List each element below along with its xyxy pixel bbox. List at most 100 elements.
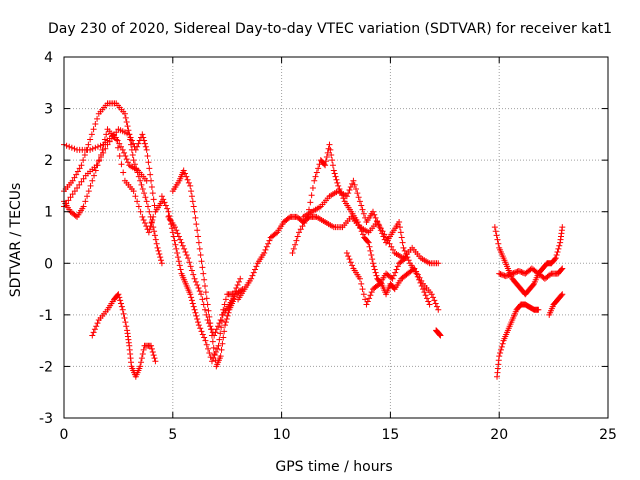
data-point — [134, 198, 141, 205]
data-point — [496, 270, 503, 277]
data-point — [187, 291, 194, 298]
data-point — [350, 177, 357, 184]
data-point — [126, 131, 133, 138]
data-point — [547, 271, 554, 278]
data-point — [68, 144, 75, 151]
data-point — [151, 355, 158, 362]
data-point — [103, 131, 110, 138]
data-point — [506, 271, 513, 278]
data-point — [217, 330, 224, 337]
data-point — [507, 271, 514, 278]
data-point — [151, 232, 158, 239]
data-point — [326, 141, 333, 148]
data-point — [398, 234, 405, 241]
data-point — [144, 203, 151, 210]
data-point — [346, 187, 353, 194]
data-point — [358, 280, 365, 287]
data-point — [210, 344, 217, 351]
data-point — [156, 251, 163, 258]
data-point — [296, 229, 303, 236]
data-point — [425, 298, 432, 305]
data-point — [433, 303, 440, 310]
data-point — [170, 233, 177, 240]
data-point — [364, 298, 371, 305]
series-track-15 — [494, 301, 542, 380]
data-point — [116, 153, 123, 160]
data-point — [139, 213, 146, 220]
data-point — [215, 323, 222, 330]
data-point — [332, 173, 339, 180]
data-point — [373, 272, 380, 279]
data-point — [263, 243, 270, 250]
data-point — [521, 270, 528, 277]
data-point — [99, 146, 106, 153]
data-point — [215, 342, 222, 349]
data-point — [312, 173, 319, 180]
data-point — [129, 151, 136, 158]
data-point — [401, 256, 408, 263]
data-point — [248, 275, 255, 282]
data-point — [149, 190, 156, 197]
data-point — [198, 258, 205, 265]
data-point — [335, 182, 342, 189]
data-point — [122, 319, 129, 326]
data-point — [85, 188, 92, 195]
data-point — [150, 224, 157, 231]
data-point — [76, 165, 83, 172]
data-point — [152, 236, 159, 243]
data-point — [311, 177, 318, 184]
data-point — [214, 345, 221, 352]
data-point — [120, 169, 127, 176]
y-tick-label: 0 — [44, 256, 53, 272]
series-track-10 — [289, 141, 442, 313]
data-point — [175, 258, 182, 265]
data-point — [421, 289, 428, 296]
data-point — [132, 193, 139, 200]
data-point — [140, 346, 147, 353]
data-point — [206, 350, 213, 357]
data-point — [158, 193, 165, 200]
data-point — [299, 223, 306, 230]
data-point — [114, 144, 121, 151]
data-point — [390, 246, 397, 253]
data-point — [181, 170, 188, 177]
data-point — [88, 131, 95, 138]
data-point — [558, 266, 565, 273]
data-point — [182, 248, 189, 255]
data-point — [498, 343, 505, 350]
data-point — [345, 253, 352, 260]
data-series — [61, 100, 566, 380]
data-point — [202, 337, 209, 344]
data-point — [322, 158, 329, 165]
data-point — [199, 296, 206, 303]
data-point — [200, 270, 207, 277]
data-point — [91, 326, 98, 333]
data-point — [181, 245, 188, 252]
data-point — [157, 254, 164, 261]
data-point — [369, 260, 376, 267]
data-point — [85, 141, 92, 148]
data-point — [324, 149, 331, 156]
data-point — [224, 312, 231, 319]
data-point — [195, 322, 202, 329]
data-point — [365, 239, 372, 246]
data-point — [146, 208, 153, 215]
data-point — [141, 220, 148, 227]
data-point — [143, 177, 150, 184]
data-point — [329, 157, 336, 164]
data-point — [93, 323, 100, 330]
y-axis-label: SDTVAR / TECUs — [8, 183, 24, 298]
data-point — [334, 179, 341, 186]
data-point — [323, 154, 330, 161]
data-point — [330, 167, 337, 174]
data-point — [205, 307, 212, 314]
data-point — [552, 255, 559, 262]
data-point — [359, 231, 366, 238]
data-point — [121, 110, 128, 117]
data-point — [221, 328, 228, 335]
data-point — [168, 225, 175, 232]
data-point — [80, 203, 87, 210]
data-point — [358, 202, 365, 209]
data-point — [343, 193, 350, 200]
